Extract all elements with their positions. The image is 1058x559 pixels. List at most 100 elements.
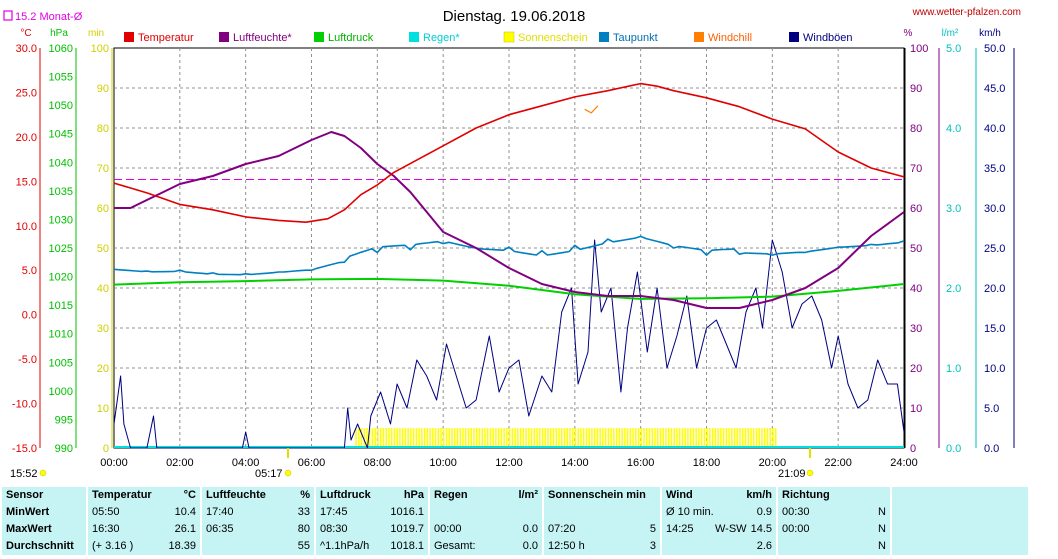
sunshine-bar: [363, 428, 366, 448]
sunshine-bar: [506, 428, 508, 448]
humidity-tick: 40: [910, 283, 922, 295]
sunshine-tick: 20: [97, 363, 109, 375]
sunshine-bar: [358, 428, 360, 448]
sunshine-bar: [404, 428, 407, 448]
humidity-tick: 10: [910, 403, 922, 415]
dir-min-time: 00:30: [782, 506, 810, 518]
sunshine-bar: [602, 428, 604, 448]
sunrise-icon: [284, 469, 292, 477]
wind-max-time: 14:25: [666, 523, 694, 535]
sunshine-bar: [495, 428, 497, 448]
hum-max-time: 06:35: [206, 523, 234, 535]
sunshine-bar: [511, 428, 514, 448]
stats-row-min: MinWert 05:50 10.4 17:40 33 17:45 1016.1 Ø …: [2, 504, 1028, 521]
sunshine-bar: [673, 428, 675, 448]
legend-rain: Regen*: [423, 32, 460, 44]
sunshine-bar: [695, 428, 697, 448]
pressure-tick: 1045: [49, 129, 73, 141]
sunshine-bar: [599, 428, 601, 448]
sunshine-bar: [390, 428, 393, 448]
sun-icon-left: [39, 469, 47, 477]
pres-max-value: 1019.7: [390, 523, 424, 535]
rain-tick: 5.0: [946, 43, 961, 55]
sunshine-bar: [530, 428, 533, 448]
legend-swatch-gusts: [789, 32, 799, 42]
humidity-tick: 70: [910, 163, 922, 175]
legend-swatch-windchill: [694, 32, 704, 42]
humidity-tick: 50: [910, 243, 922, 255]
sunshine-bar: [722, 428, 725, 448]
temperature-series-line: [113, 82, 905, 223]
sunshine-bar: [451, 428, 453, 448]
sunshine-bar: [588, 428, 590, 448]
sunshine-bar: [665, 428, 667, 448]
legend-swatch-rain: [409, 32, 419, 42]
sunshine-tick: 0: [103, 443, 109, 455]
sunshine-bar: [399, 428, 401, 448]
sunshine-bar: [728, 428, 730, 448]
wind-min-time: Ø 10 min.: [666, 506, 714, 518]
temperature-tick: 15.0: [16, 176, 37, 188]
sun-max-time: 07:20: [548, 523, 576, 535]
wind-unit: km/h: [979, 28, 1001, 39]
temp-max-value: 26.1: [174, 523, 196, 535]
pressure-tick: 1015: [49, 300, 73, 312]
sunshine-bar: [519, 428, 522, 448]
sunshine-bar: [366, 428, 368, 448]
sunshine-bar: [700, 428, 703, 448]
sunset-label: 21:09: [778, 468, 806, 480]
humidity-tick: 30: [910, 323, 922, 335]
hdr-rain-label: Regen: [434, 489, 468, 501]
wind-avg-cell: 2.6: [662, 538, 776, 555]
gusts-series-line: [113, 239, 905, 449]
sunshine-bar: [561, 428, 563, 448]
sunshine-bar: [368, 428, 371, 448]
sunshine-bar: [396, 428, 398, 448]
temp-min-cell: 05:50 10.4: [88, 504, 200, 521]
sunshine-bar: [591, 428, 593, 448]
sunshine-bar: [525, 428, 527, 448]
sunshine-bar: [454, 428, 456, 448]
wind-max-direction: W-SW: [715, 523, 747, 535]
hdr-wind: Wind km/h: [662, 487, 776, 504]
pressure-tick: 1010: [49, 329, 73, 341]
hdr-wind-label: Wind: [666, 489, 693, 501]
sunshine-bar: [443, 428, 445, 448]
sunshine-bar: [766, 428, 769, 448]
humidity-tick: 60: [910, 203, 922, 215]
rain-tick: 1.0: [946, 363, 961, 375]
x-tick-label: 10:00: [429, 457, 457, 469]
x-tick-label: 02:00: [166, 457, 194, 469]
sunshine-bar: [731, 428, 733, 448]
pres-min-value: 1016.1: [390, 506, 424, 518]
hdr-sunshine: Sonnenschein min: [544, 487, 660, 504]
sunshine-bar: [698, 428, 700, 448]
legend-dewpoint: Taupunkt: [613, 32, 658, 44]
sunshine-bar: [426, 428, 429, 448]
sunshine-bar: [517, 428, 519, 448]
sunshine-bars: [355, 428, 777, 448]
x-tick-label: 12:00: [495, 457, 523, 469]
sunshine-bar: [489, 428, 492, 448]
row-label: Durchschnitt: [2, 538, 86, 555]
stats-filler: [892, 487, 1028, 504]
sunshine-bar: [703, 428, 706, 448]
sunshine-bar: [761, 428, 763, 448]
hdr-sensor: Sensor: [2, 487, 86, 504]
sunshine-bar: [533, 428, 536, 448]
sunshine-bar: [478, 428, 481, 448]
sunshine-bar: [689, 428, 692, 448]
time-left-label: 15:52: [10, 468, 38, 480]
sunshine-bar: [739, 428, 741, 448]
sunshine-bar: [736, 428, 739, 448]
wind-tick: 10.0: [984, 363, 1005, 375]
stats-header-row: Sensor Temperatur °C Luftfeuchte% Luftdru…: [2, 487, 1028, 504]
pressure-tick: 1025: [49, 243, 73, 255]
legend-pressure: Luftdruck: [328, 32, 374, 44]
rain-tick: 2.0: [946, 283, 961, 295]
wind-tick: 40.0: [984, 123, 1005, 135]
dir-max-value: N: [878, 523, 886, 535]
sunshine-bar: [747, 428, 750, 448]
sunshine-bar: [569, 428, 571, 448]
sunshine-bar: [643, 428, 645, 448]
